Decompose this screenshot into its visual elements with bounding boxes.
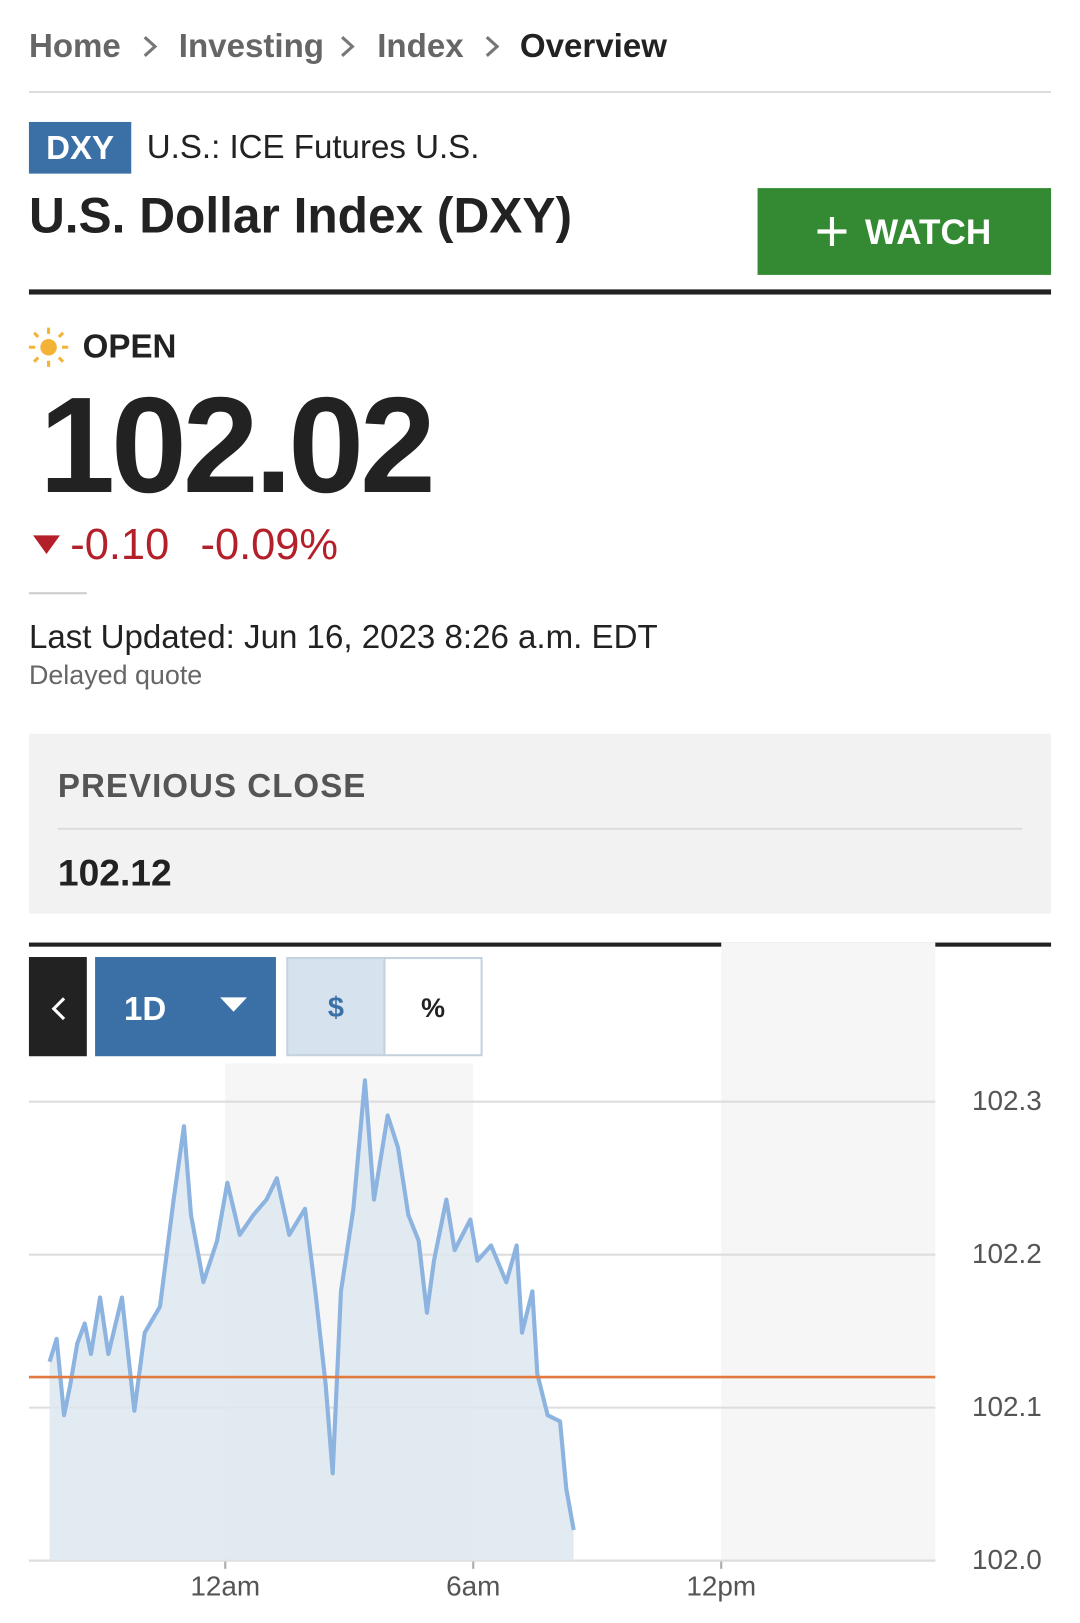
delay-note: Delayed quote: [28, 659, 203, 691]
y-tick-label: 102.2: [972, 1238, 1042, 1269]
previous-close-value: 102.12: [57, 851, 172, 894]
price-line: [47, 1078, 576, 1531]
x-tick-label: 12pm: [686, 1571, 756, 1602]
price-area: [49, 1080, 574, 1561]
sun-icon: [28, 327, 69, 367]
x-tick-label: 6am: [446, 1571, 500, 1602]
range-label: 1D: [124, 991, 166, 1028]
breadcrumb-current: Overview: [519, 26, 667, 65]
range-button[interactable]: [95, 957, 276, 1057]
price-chart: 102.0 102.1 102.2 102.3 12am 6am 12pm 1D $%: [28, 942, 1052, 1602]
divider: [28, 592, 87, 595]
symbol-badge: DXY: [28, 121, 132, 174]
exchange: U.S.: ICE Futures U.S.: [146, 128, 480, 166]
breadcrumb-link[interactable]: Index: [377, 26, 464, 65]
y-tick-label: 102.3: [972, 1085, 1042, 1116]
y-tick-label: 102.0: [972, 1544, 1042, 1575]
back-icon: [51, 997, 66, 1021]
currency-label: $: [328, 992, 344, 1024]
divider: [57, 827, 1023, 830]
previous-close-label: PREVIOUS CLOSE: [57, 766, 367, 805]
previous-close-panel: PREVIOUS CLOSE 102.12: [28, 733, 1052, 914]
change-percent: -0.09%: [200, 519, 339, 569]
percent-toggle[interactable]: [383, 957, 483, 1057]
price: 102.02: [39, 368, 436, 521]
watch-button[interactable]: WATCH: [757, 188, 1052, 275]
breadcrumb-link[interactable]: Investing: [178, 26, 324, 65]
market-status: OPEN: [82, 327, 177, 365]
change: -0.10: [70, 519, 170, 569]
session-band: [721, 942, 936, 1561]
breadcrumb-link[interactable]: Home: [28, 26, 121, 65]
last-updated: Last Updated: Jun 16, 2023 8:26 a.m. EDT: [28, 618, 658, 656]
down-arrow: [33, 535, 60, 554]
currency-toggle[interactable]: [286, 957, 386, 1057]
divider: [28, 942, 1052, 947]
dropdown-icon: [220, 997, 248, 1012]
plus-icon: [817, 217, 847, 246]
percent-label: %: [421, 993, 445, 1023]
breadcrumb-decor: [28, 36, 1052, 94]
x-tick-label: 12am: [190, 1571, 260, 1602]
chevrons: [143, 36, 500, 57]
instrument-name: U.S. Dollar Index (DXY): [28, 189, 572, 244]
y-tick-label: 102.1: [972, 1391, 1042, 1422]
watch-label: WATCH: [865, 212, 992, 253]
divider: [28, 289, 1052, 295]
